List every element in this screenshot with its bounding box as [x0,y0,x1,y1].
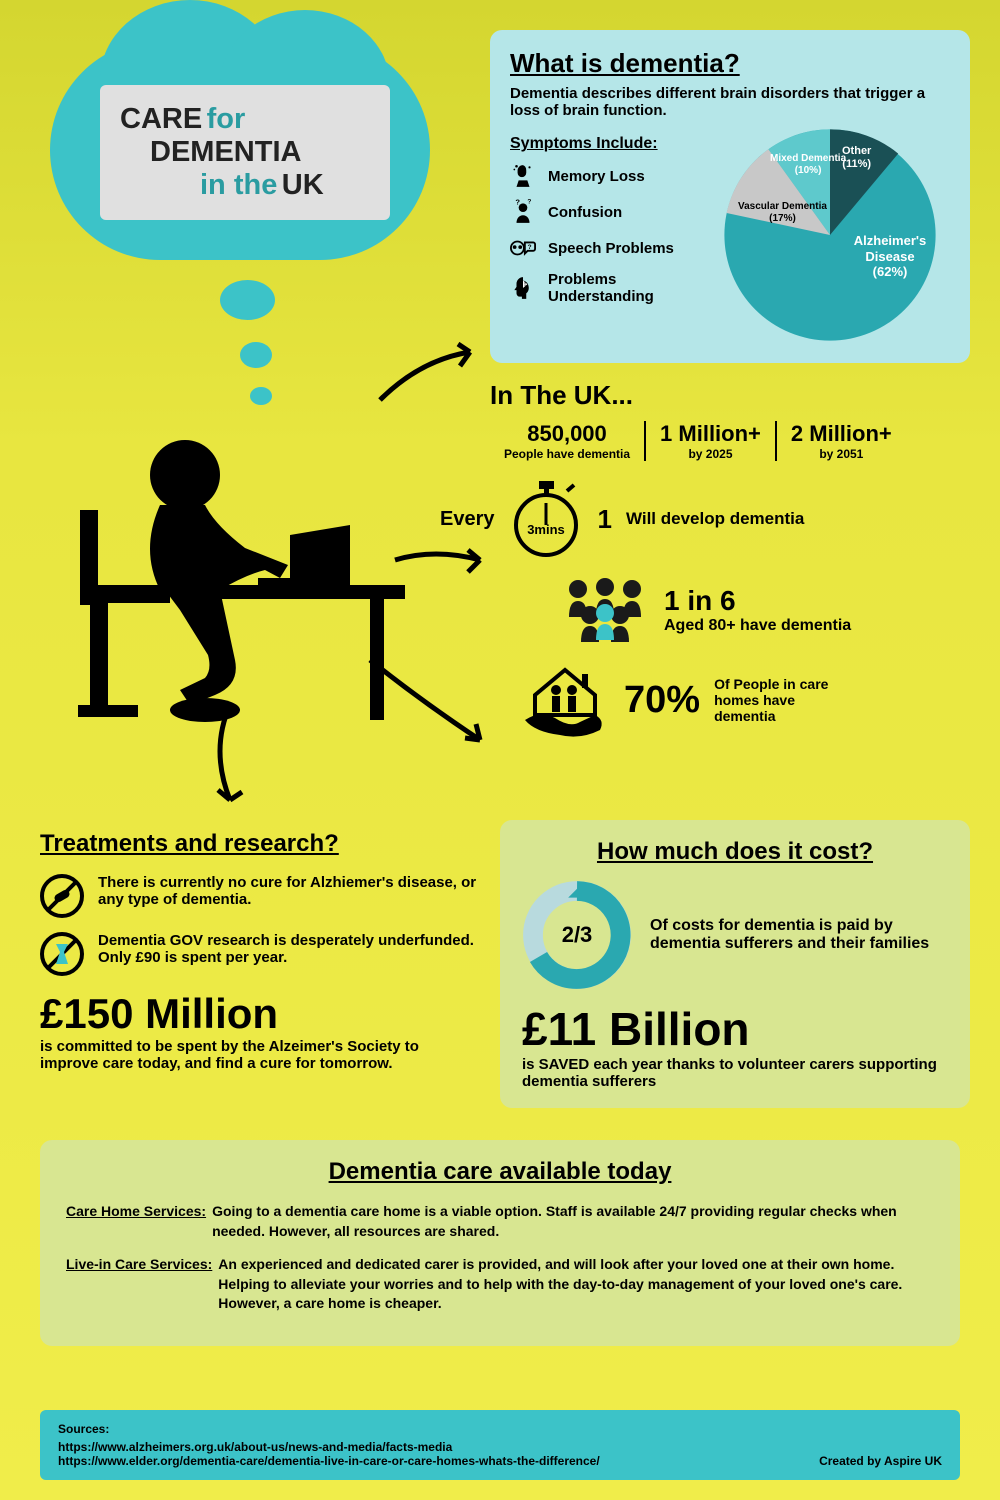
no-cure-icon [40,874,84,918]
stopwatch-icon: 3mins [509,479,584,559]
svg-text:3mins: 3mins [527,522,565,537]
title-uk: UK [282,169,324,201]
care-home-label: Care Home Services: [66,1202,206,1241]
uk-stat: 2 Million+ by 2051 [777,421,906,461]
funding-text: Dementia GOV research is desperately und… [98,932,480,966]
no-cure-text: There is currently no cure for Alzhiemer… [98,874,480,908]
source-link: https://www.elder.org/dementia-care/deme… [58,1454,942,1468]
treatments-heading: Treatments and research? [40,830,480,858]
treatments-section: Treatments and research? There is curren… [40,830,480,1072]
svg-text:!: ! [524,282,526,288]
treatments-amount: £150 Million [40,990,480,1038]
pie-label-other: Other(11%) [842,145,871,171]
develop-text: Will develop dementia [626,509,804,529]
care-home-icon [520,660,610,740]
every-label: Every [440,508,495,531]
symptom-label: Confusion [548,204,622,221]
symptom-label: Speech Problems [548,240,674,257]
credit: Created by Aspire UK [819,1454,942,1468]
arrow-icon [360,650,500,760]
understanding-icon: ! [510,275,536,301]
cost-fraction: 2/3 [562,922,593,948]
pie-label-vasc: Vascular Dementia(17%) [738,201,827,225]
livein-text: An experienced and dedicated carer is pr… [218,1255,934,1314]
source-link: https://www.alzheimers.org.uk/about-us/n… [58,1440,942,1454]
symptom-label: Memory Loss [548,168,645,185]
title-for: for [207,103,246,135]
arrow-icon [200,700,260,820]
uk-stats-section: In The UK... 850,000 People have dementi… [490,380,970,758]
svg-text:?: ? [515,199,520,206]
cost-frac-text: Of costs for dementia is paid by dementi… [650,917,948,953]
no-funding-icon [40,932,84,976]
title-care: CARE [120,103,202,135]
sources-box: Sources: https://www.alzheimers.org.uk/a… [40,1410,960,1480]
svg-text:?: ? [527,199,531,205]
cost-sub: is SAVED each year thanks to volunteer c… [522,1056,948,1090]
symptom-item: Memory Loss [510,163,710,189]
carehomes-text: Of People in care homes have dementia [714,676,854,724]
symptom-label: Problems Understanding [548,271,710,305]
dementia-types-pie: Alzheimer's Disease(62%) Vascular Dement… [720,125,940,345]
cost-heading: How much does it cost? [522,838,948,866]
people-group-icon [560,577,650,642]
what-heading: What is dementia? [510,48,950,79]
title-box: CARE for DEMENTIA in the UK [100,85,390,220]
treatments-sub: is committed to be spent by the Alzeimer… [40,1038,480,1072]
one: 1 [598,504,612,535]
care-home-text: Going to a dementia care home is a viabl… [212,1202,934,1241]
what-desc: Dementia describes different brain disor… [510,85,950,119]
pie-label-alz: Alzheimer's Disease(62%) [840,233,940,280]
symptom-item: ?? Confusion [510,199,710,225]
uk-stat: 850,000 People have dementia [490,421,646,461]
title-inthe: in the [200,169,277,201]
pie-label-mixed: Mixed Dementia(10%) [770,153,846,177]
care-heading: Dementia care available today [66,1158,934,1186]
uk-stat: 1 Million+ by 2025 [646,421,777,461]
confusion-icon: ?? [510,199,536,225]
livein-label: Live-in Care Services: [66,1255,212,1314]
uk-heading: In The UK... [490,380,970,411]
title-dementia: DEMENTIA [150,136,301,168]
speech-icon: ? [510,235,536,261]
title-cloud: CARE for DEMENTIA in the UK [50,40,430,300]
what-is-dementia-box: What is dementia? Dementia describes dif… [490,30,970,363]
ratio: 1 in 6 [664,585,851,617]
aged-text: Aged 80+ have dementia [664,617,851,635]
cost-donut: 2/3 [522,880,632,990]
care-available-box: Dementia care available today Care Home … [40,1140,960,1346]
memory-icon [510,163,536,189]
cost-box: How much does it cost? 2/3 Of costs for … [500,820,970,1108]
sources-heading: Sources: [58,1422,942,1436]
symptom-item: ! Problems Understanding [510,271,710,305]
pct70: 70% [624,679,700,722]
symptom-item: ? Speech Problems [510,235,710,261]
svg-text:?: ? [528,244,532,251]
symptoms-heading: Symptoms Include: [510,135,710,153]
cost-amount: £11 Billion [522,1002,948,1056]
arrow-icon [370,340,490,410]
